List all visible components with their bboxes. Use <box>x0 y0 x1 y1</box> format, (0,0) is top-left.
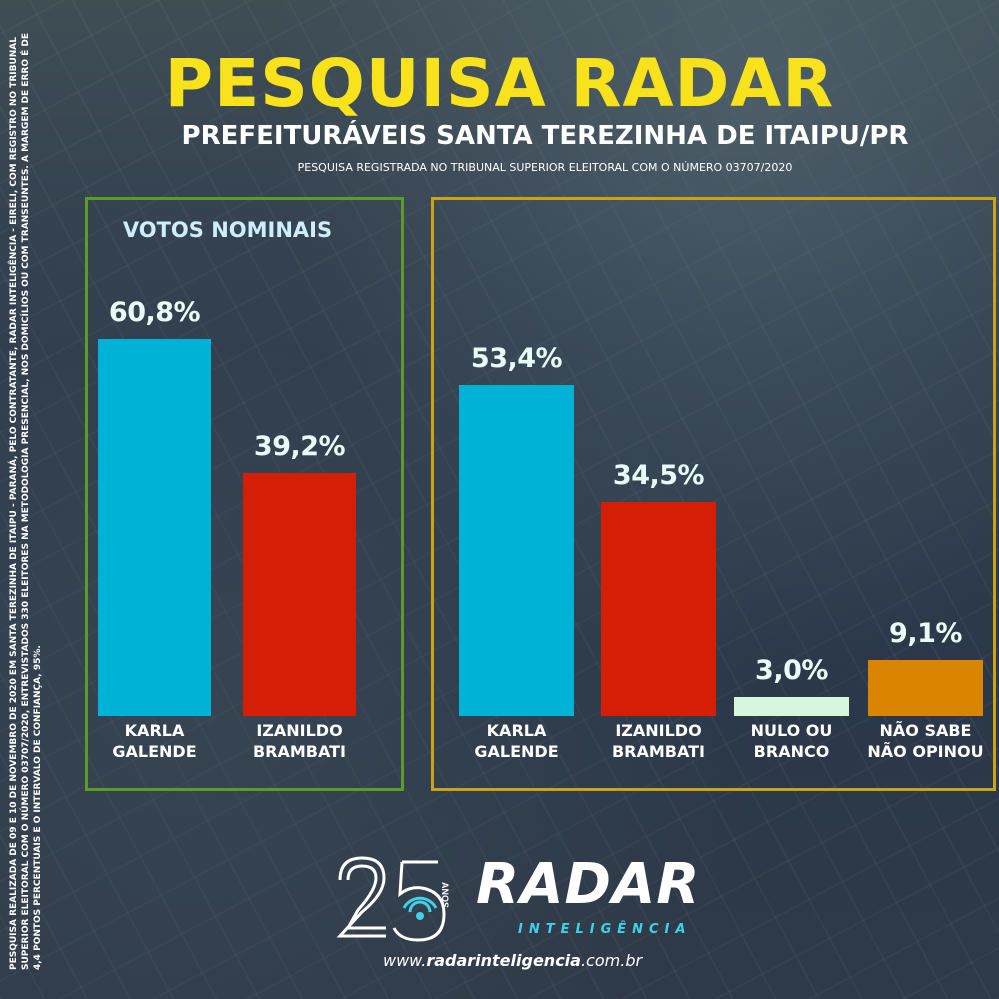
data-label-total-3: 9,1% <box>889 617 962 649</box>
bar-total-0 <box>459 384 574 716</box>
bar-total-1 <box>601 502 716 716</box>
bar-nominal-0 <box>98 339 211 716</box>
page-title: PESQUISA RADAR <box>164 45 835 122</box>
category-label-total-3: NÃO SABE NÃO OPINOU <box>867 721 984 761</box>
data-label-total-2: 3,0% <box>755 655 828 687</box>
brand-name: RADAR <box>476 852 701 917</box>
website-link[interactable]: www.radarinteligencia.com.br <box>383 951 642 971</box>
category-label-total-0: KARLA GALENDE <box>474 721 559 761</box>
data-label-nominal-1: 39,2% <box>253 430 346 462</box>
category-label-nominal-0: KARLA GALENDE <box>112 721 197 761</box>
website-domain: radarinteligencia <box>426 951 581 970</box>
logo-anos-label: ANOS <box>440 882 450 908</box>
brand-tagline: INTELIGÊNCIA <box>518 922 692 937</box>
website-prefix: www. <box>383 951 427 970</box>
bar-nominal-1 <box>243 472 356 716</box>
chart-panel-total <box>431 197 996 791</box>
registry-note: PESQUISA REGISTRADA NO TRIBUNAL SUPERIOR… <box>297 161 793 174</box>
website-suffix: .com.br <box>580 951 643 970</box>
category-label-total-2: NULO OU BRANCO <box>750 721 833 761</box>
chart-panel-nominal <box>85 197 404 791</box>
radar-25-anos-logo-icon: ANOS <box>336 856 450 942</box>
bar-total-2 <box>734 697 849 716</box>
data-label-nominal-0: 60,8% <box>108 297 201 329</box>
methodology-note: PESQUISA REALIZADA DE 09 E 10 DE NOVEMBR… <box>9 33 43 970</box>
chart-title-votos-nominais: VOTOS NOMINAIS <box>122 218 333 242</box>
bar-total-3 <box>868 659 983 716</box>
data-label-total-0: 53,4% <box>470 342 563 374</box>
category-label-total-1: IZANILDO BRAMBATI <box>611 721 706 761</box>
category-label-nominal-1: IZANILDO BRAMBATI <box>252 721 347 761</box>
data-label-total-1: 34,5% <box>612 460 705 492</box>
page-subtitle: PREFEITURÁVEIS SANTA TEREZINHA DE ITAIPU… <box>181 121 909 151</box>
